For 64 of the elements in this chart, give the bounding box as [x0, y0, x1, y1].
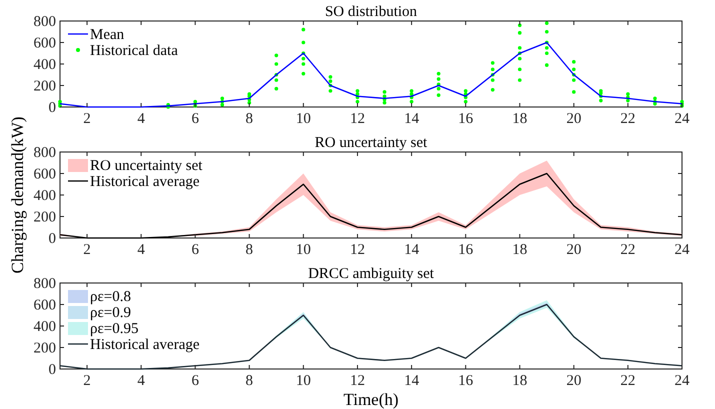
- x-tick-label: 4: [137, 242, 146, 258]
- legend-label: ρε=0.95: [90, 321, 138, 337]
- x-tick-label: 24: [674, 111, 690, 127]
- x-tick-label: 20: [566, 242, 582, 258]
- x-tick-label: 12: [350, 242, 365, 258]
- legend-label: Historical data: [90, 43, 178, 59]
- y-tick-label: 200: [34, 340, 56, 356]
- x-tick-label: 8: [246, 242, 254, 258]
- x-tick-label: 16: [458, 111, 474, 127]
- x-tick-label: 14: [404, 111, 420, 127]
- y-tick-label: 200: [34, 210, 56, 226]
- x-tick-label: 2: [83, 373, 91, 389]
- y-tick-label: 800: [34, 276, 56, 292]
- x-tick-label: 14: [404, 242, 420, 258]
- y-tick-label: 400: [34, 57, 56, 73]
- y-tick-label: 200: [34, 78, 56, 94]
- x-tick-label: 12: [350, 373, 365, 389]
- legend-label: ρε=0.8: [90, 289, 131, 305]
- x-tick-label: 16: [458, 242, 474, 258]
- chart-title: RO uncertainty set: [314, 135, 428, 151]
- x-tick-label: 10: [296, 111, 311, 127]
- y-tick-label: 800: [34, 14, 56, 30]
- chart-title: DRCC ambiguity set: [308, 266, 435, 282]
- x-tick-label: 16: [458, 373, 474, 389]
- x-axis-title: Time(h): [343, 390, 399, 409]
- y-axis-title: Charging demand(kW): [8, 116, 27, 274]
- y-tick-label: 0: [48, 100, 56, 116]
- y-tick-label: 600: [34, 36, 56, 52]
- x-tick-label: 18: [512, 111, 528, 127]
- y-tick-label: 400: [34, 319, 56, 335]
- x-tick-label: 24: [674, 242, 690, 258]
- y-tick-label: 0: [48, 231, 56, 247]
- x-tick-label: 10: [296, 242, 311, 258]
- x-tick-label: 10: [296, 373, 311, 389]
- y-tick-label: 400: [34, 188, 56, 204]
- x-tick-label: 14: [404, 373, 420, 389]
- x-tick-label: 6: [191, 242, 200, 258]
- x-tick-label: 20: [566, 373, 582, 389]
- x-tick-label: 24: [674, 373, 690, 389]
- y-tick-label: 600: [34, 166, 56, 182]
- x-tick-label: 4: [137, 373, 146, 389]
- legend-label: RO uncertainty set: [90, 158, 204, 174]
- legend-label: Historical average: [90, 174, 200, 190]
- x-tick-label: 18: [512, 242, 528, 258]
- x-tick-label: 4: [137, 111, 146, 127]
- x-tick-label: 20: [566, 111, 582, 127]
- x-tick-label: 2: [83, 111, 91, 127]
- y-tick-label: 800: [34, 145, 56, 161]
- x-tick-label: 8: [246, 111, 254, 127]
- legend-label: Mean: [90, 27, 125, 43]
- x-tick-label: 2: [83, 242, 91, 258]
- x-tick-label: 6: [191, 373, 200, 389]
- x-tick-label: 6: [191, 111, 200, 127]
- chart-title: SO distribution: [324, 4, 418, 20]
- x-tick-label: 22: [620, 242, 636, 258]
- y-tick-label: 600: [34, 298, 56, 314]
- x-tick-label: 22: [620, 373, 636, 389]
- x-tick-label: 18: [512, 373, 528, 389]
- legend-label: Historical average: [90, 337, 200, 353]
- y-tick-label: 0: [48, 362, 56, 378]
- legend-label: ρε=0.9: [90, 305, 131, 321]
- x-tick-label: 8: [246, 373, 254, 389]
- x-tick-label: 22: [620, 111, 636, 127]
- x-tick-label: 12: [350, 111, 365, 127]
